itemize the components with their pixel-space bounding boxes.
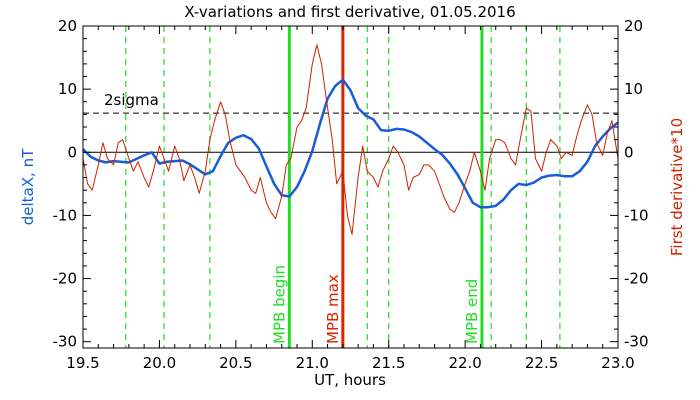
x-tick-label-6: 22.5 bbox=[525, 354, 558, 372]
y-tick-label-left-0: -30 bbox=[53, 333, 78, 351]
series-deltaX bbox=[82, 78, 619, 209]
x-axis-ticks: 19.5 20.0 20.5 21.0 21.5 22.0 22.5 23.0 bbox=[66, 26, 635, 372]
y-tick-label-left-1: -20 bbox=[53, 270, 78, 288]
y-tick-label-left-4: 10 bbox=[58, 80, 77, 98]
y-axis-label-right: First derivative*10 bbox=[668, 118, 686, 256]
x-tick-label-7: 23.0 bbox=[601, 354, 634, 372]
y-tick-label-right-3: 0 bbox=[624, 143, 634, 161]
y-tick-label-right-0: -30 bbox=[624, 333, 649, 351]
chart-title: X-variations and first derivative, 01.05… bbox=[184, 3, 515, 21]
y-tick-label-right-2: -10 bbox=[624, 206, 649, 224]
x-tick-label-2: 20.5 bbox=[219, 354, 252, 372]
threshold-label: 2sigma bbox=[104, 91, 159, 109]
y-axis-label-left: deltaX, nT bbox=[19, 148, 37, 225]
x-tick-label-3: 21.0 bbox=[296, 354, 329, 372]
marker-label-1: MPB max bbox=[324, 274, 342, 344]
y-axis-ticks: -30 -30 -20 -20 -10 -10 0 0 10 10 20 20 bbox=[53, 17, 649, 351]
x-tick-label-1: 20.0 bbox=[143, 354, 176, 372]
y-tick-label-right-4: 10 bbox=[624, 80, 643, 98]
marker-label-2: MPB end bbox=[463, 279, 481, 344]
y-tick-label-left-3: 0 bbox=[67, 143, 77, 161]
x-tick-label-4: 21.5 bbox=[372, 354, 405, 372]
y-tick-label-left-2: -10 bbox=[53, 206, 78, 224]
event-markers: MPB begin MPB max MPB end bbox=[270, 26, 484, 348]
x-tick-label-0: 19.5 bbox=[66, 354, 99, 372]
series-derivative bbox=[82, 44, 619, 235]
x-axis-label: UT, hours bbox=[314, 371, 386, 389]
y-tick-label-right-5: 20 bbox=[624, 17, 643, 35]
threshold-group: 2sigma bbox=[83, 91, 618, 114]
dashed-reference-lines bbox=[125, 26, 561, 348]
plot-frame bbox=[82, 25, 619, 349]
series-group bbox=[82, 44, 619, 235]
y-tick-label-left-5: 20 bbox=[58, 17, 77, 35]
marker-label-0: MPB begin bbox=[270, 265, 288, 344]
y-tick-label-right-1: -20 bbox=[624, 270, 649, 288]
x-tick-label-5: 22.0 bbox=[448, 354, 481, 372]
